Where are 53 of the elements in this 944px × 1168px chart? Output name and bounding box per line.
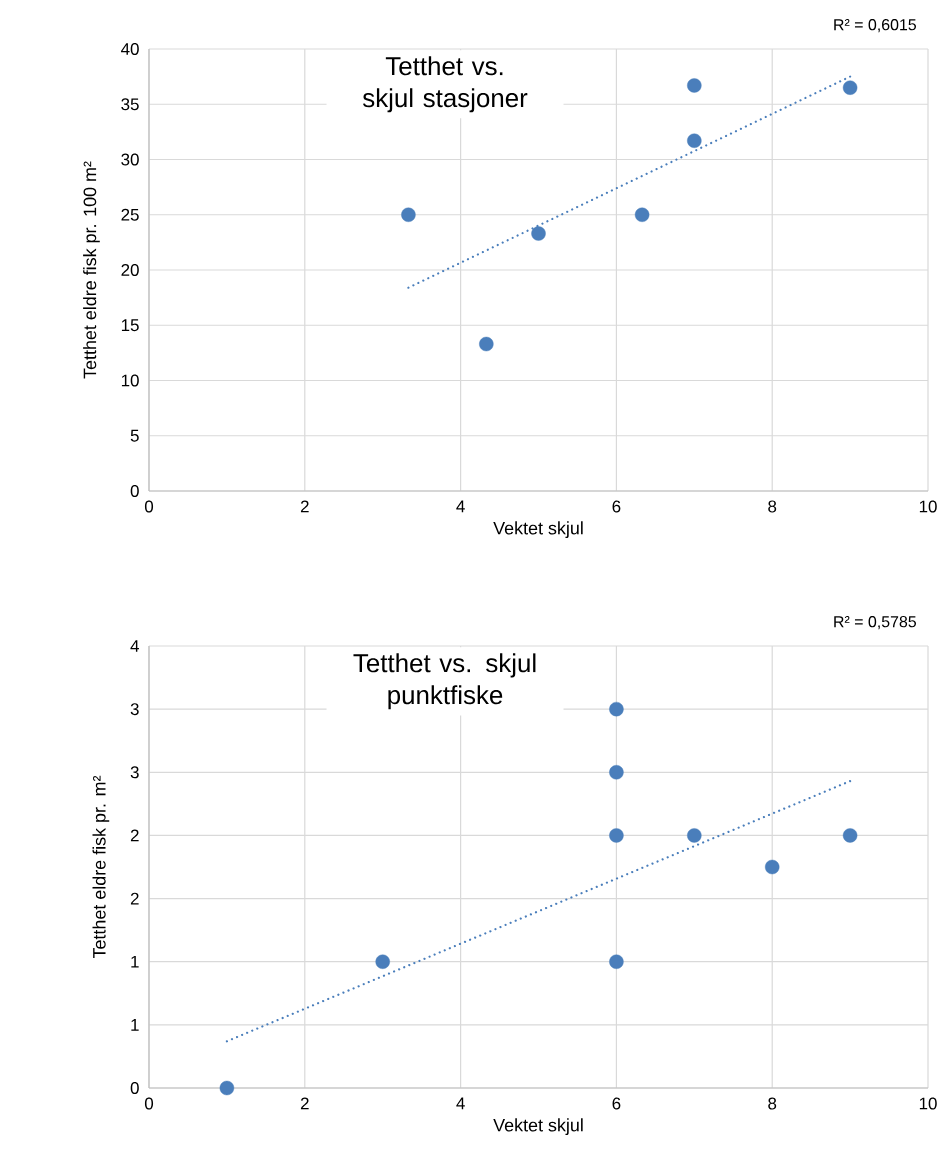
point — [401, 207, 416, 222]
x-axis-title: Vektet skjul — [493, 521, 583, 539]
x-tick-label: 6 — [612, 500, 621, 513]
point — [219, 1080, 235, 1096]
y-tick-label: 0 — [130, 484, 139, 497]
point — [609, 765, 624, 780]
point — [375, 954, 390, 969]
y-tick-label: 3 — [130, 703, 139, 716]
y-axis-title: Tetthet eldre fisk pr. 100 m² — [83, 161, 100, 379]
y-tick-label: 35 — [121, 98, 139, 111]
point — [687, 78, 702, 93]
y-tick-label: 25 — [121, 208, 139, 221]
y-tick-label: 40 — [121, 42, 139, 55]
text: Tetthet vs. skjul punktfiske — [353, 653, 536, 710]
point — [609, 701, 624, 717]
point — [609, 954, 624, 969]
x-tick-label: 10 — [919, 500, 937, 513]
x-tick-label: 6 — [612, 1097, 621, 1110]
y-tick-label: 4 — [130, 640, 139, 652]
x-tick-label: 10 — [919, 1097, 937, 1110]
y-tick-label: 20 — [121, 263, 139, 276]
y-tick-label: 5 — [130, 429, 139, 442]
text: R² = 0,6015 — [834, 19, 916, 33]
point — [842, 80, 858, 95]
point — [765, 859, 780, 875]
x-tick-label: 2 — [300, 500, 309, 513]
x-axis-title: Vektet skjul — [493, 1118, 583, 1136]
y-tick-label: 1 — [131, 1019, 139, 1031]
y-tick-label: 30 — [121, 153, 139, 166]
point — [479, 336, 494, 352]
y-tick-label: 2 — [130, 829, 139, 842]
y-tick-label: 1 — [131, 955, 139, 968]
y-tick-label: 2 — [130, 892, 139, 905]
y-tick-label: 3 — [130, 766, 139, 779]
y-tick-label: 10 — [121, 374, 139, 387]
point — [634, 207, 650, 222]
y-tick-label: 15 — [121, 319, 139, 332]
point — [531, 226, 546, 241]
x-tick-label: 4 — [456, 1097, 465, 1110]
x-tick-label: 8 — [768, 500, 777, 513]
x-tick-label: 8 — [768, 1097, 777, 1110]
y-tick-label: 0 — [130, 1082, 139, 1094]
point — [687, 828, 702, 843]
x-tick-label: 0 — [144, 500, 154, 513]
point — [687, 133, 702, 148]
text: R² = 0,5785 — [834, 616, 916, 630]
y-axis-title: Tetthet eldre fisk pr. m² — [92, 775, 110, 959]
text: Tetthet vs. skjul stasjoner — [362, 56, 528, 113]
x-tick-label: 2 — [300, 1097, 309, 1110]
x-tick-label: 4 — [456, 500, 465, 513]
point — [842, 828, 858, 843]
x-tick-label: 0 — [144, 1097, 154, 1110]
point — [609, 828, 624, 843]
